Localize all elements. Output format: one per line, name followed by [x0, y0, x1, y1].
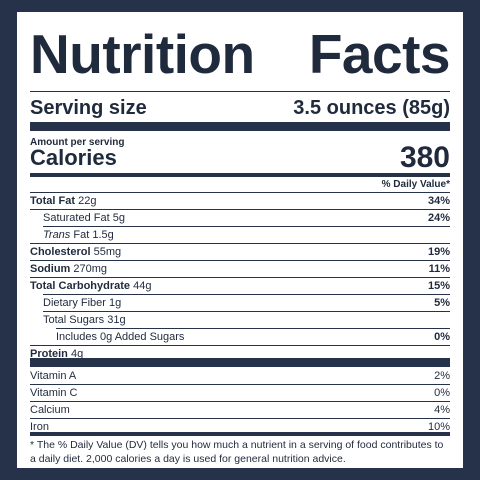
vitamin-row-a: Vitamin A 2% — [30, 368, 450, 384]
nutrient-dv: 15% — [427, 280, 450, 292]
row-divider — [43, 311, 450, 312]
nutrient-name: Total Carbohydrate — [30, 280, 131, 292]
row-divider — [56, 328, 450, 329]
vitamin-dv: 0% — [434, 387, 450, 399]
row-divider — [30, 243, 450, 244]
row-divider — [30, 418, 450, 419]
row-divider — [30, 209, 450, 210]
nutrient-row-cholesterol: Cholesterol 55mg 19% — [30, 244, 450, 260]
vitamin-row-calcium: Calcium 4% — [30, 402, 450, 418]
nutrient-name-suffix: Fat — [73, 229, 90, 241]
row-divider — [30, 345, 450, 346]
dv-header-divider — [30, 192, 450, 193]
nutrient-amount: 31g — [107, 314, 126, 326]
vitamin-dv: 2% — [434, 370, 450, 382]
nutrient-row-sodium: Sodium 270mg 11% — [30, 261, 450, 277]
nutrient-row-total-sugars: Total Sugars 31g — [30, 312, 450, 328]
nutrient-row-dietary-fiber: Dietary Fiber 1g 5% — [30, 295, 450, 311]
vitamin-name: Calcium — [30, 404, 70, 416]
nutrient-dv: 24% — [427, 212, 450, 224]
nutrient-name: Dietary Fiber — [43, 297, 106, 309]
nutrient-amount: 55mg — [93, 246, 122, 258]
nutrient-name: Total Fat — [30, 195, 76, 207]
row-divider — [30, 401, 450, 402]
nutrient-row-total-fat: Total Fat 22g 34% — [30, 193, 450, 209]
daily-value-header: % Daily Value* — [381, 179, 450, 190]
nutrient-amount: 1.5g — [92, 229, 114, 241]
nutrient-row-trans-fat: Trans Fat 1.5g — [30, 227, 450, 243]
nutrient-amount: 270mg — [73, 263, 108, 275]
nutrient-row-added-sugars: Includes 0g Added Sugars 0% — [30, 329, 450, 345]
nutrient-name: Total Sugars — [43, 314, 105, 326]
nutrient-row-total-carbohydrate: Total Carbohydrate 44g 15% — [30, 278, 450, 294]
vitamin-name: Iron — [30, 421, 49, 433]
daily-value-footnote: * The % Daily Value (DV) tells you how m… — [30, 439, 444, 465]
vitamin-dv: 4% — [434, 404, 450, 416]
title-word-nutrition: Nutrition — [30, 23, 255, 85]
nutrient-row-protein: Protein 4g — [30, 346, 450, 362]
nutrient-row-saturated-fat: Saturated Fat 5g 24% — [30, 210, 450, 226]
calories-divider — [30, 173, 450, 177]
row-divider — [30, 260, 450, 261]
nutrient-name: Cholesterol — [30, 246, 91, 258]
thick-divider-serving — [30, 122, 450, 131]
nutrient-amount: 4g — [70, 348, 84, 360]
serving-size-value: 3.5 ounces (85g) — [293, 96, 450, 119]
nutrient-name: Saturated Fat — [43, 212, 110, 224]
serving-size-label: Serving size — [30, 96, 147, 119]
nutrient-dv: 0% — [434, 331, 450, 343]
serving-size-row: Serving size 3.5 ounces (85g) — [30, 96, 450, 120]
nutrient-name: Trans — [43, 229, 71, 241]
vitamin-row-c: Vitamin C 0% — [30, 385, 450, 401]
nutrient-dv: 19% — [427, 246, 450, 258]
vitamin-dv: 10% — [427, 421, 450, 433]
nutrient-amount: 44g — [133, 280, 152, 292]
row-divider — [43, 294, 450, 295]
row-divider — [43, 226, 450, 227]
nutrient-dv: 34% — [427, 195, 450, 207]
nutrient-dv: 5% — [434, 297, 450, 309]
calories-label: Calories — [30, 145, 117, 170]
nutrient-name: Sodium — [30, 263, 71, 275]
amount-per-serving: Amount per serving — [30, 137, 125, 148]
label-title: Nutrition Facts — [30, 23, 451, 85]
row-divider — [30, 384, 450, 385]
vitamin-name: Vitamin C — [30, 387, 78, 399]
calories-row: Calories 380 — [30, 141, 450, 174]
footnote-divider — [30, 432, 450, 436]
calories-value: 380 — [399, 141, 450, 174]
nutrient-dv: 11% — [428, 263, 450, 275]
nutrient-name: Includes 0g Added Sugars — [56, 331, 185, 343]
vitamin-row-iron: Iron 10% — [30, 419, 450, 435]
vitamin-name: Vitamin A — [30, 370, 77, 382]
thick-divider-vitamins — [30, 358, 450, 367]
row-divider — [30, 277, 450, 278]
nutrient-amount: 22g — [78, 195, 97, 207]
title-divider — [30, 91, 450, 92]
nutrient-amount: 1g — [109, 297, 122, 309]
nutrient-amount: 5g — [112, 212, 125, 224]
title-word-facts: Facts — [308, 23, 451, 85]
nutrition-facts-panel: Nutrition Facts Serving size 3.5 ounces … — [30, 12, 451, 468]
nutrient-name: Protein — [30, 348, 68, 360]
